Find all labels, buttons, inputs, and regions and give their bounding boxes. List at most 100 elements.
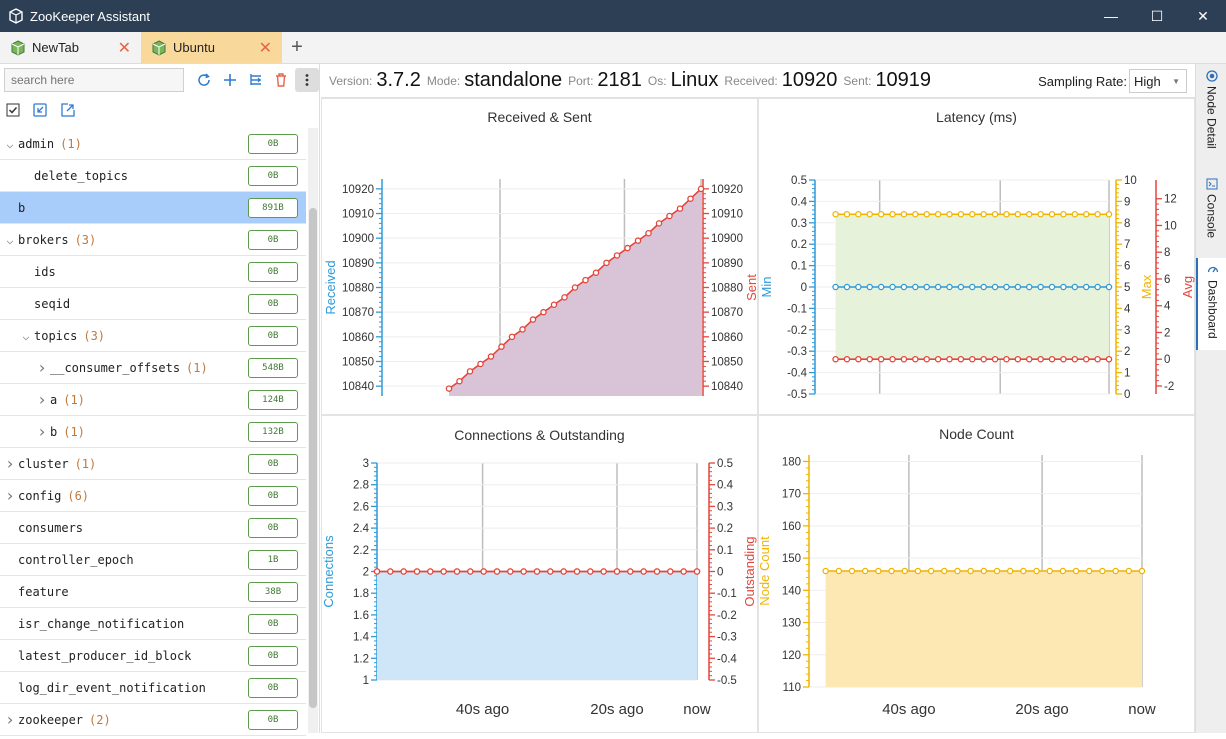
series-point xyxy=(843,210,851,218)
tree-row[interactable]: feature 38B xyxy=(0,576,306,608)
series-point xyxy=(877,355,885,363)
series-point xyxy=(645,229,652,237)
close-window-button[interactable]: ✕ xyxy=(1197,7,1209,24)
tree-row[interactable]: controller_epoch 1B xyxy=(0,544,306,576)
tree-row[interactable]: b 891B xyxy=(0,192,306,224)
tree-scrollbar[interactable] xyxy=(308,128,318,733)
tree-row[interactable]: › __consumer_offsets (1) 548B xyxy=(0,352,306,384)
tab-dashboard[interactable]: Dashboard xyxy=(1196,258,1226,350)
axis-tick-label: 10840 xyxy=(342,381,374,393)
series-point xyxy=(1060,210,1067,218)
series-point xyxy=(1094,283,1101,291)
chevron-right-icon[interactable]: › xyxy=(5,710,15,729)
select-all-checkbox-icon[interactable] xyxy=(6,103,20,122)
series-point xyxy=(667,568,674,575)
chevron-down-icon[interactable]: ⌵ xyxy=(22,328,30,343)
axis-tick-label: 10880 xyxy=(711,283,743,295)
tree-row[interactable]: ⌵ brokers (3) 0B xyxy=(0,224,306,256)
axis-tick-label: 0 xyxy=(801,282,807,294)
received-value: 10920 xyxy=(781,69,838,91)
app-title: ZooKeeper Assistant xyxy=(30,8,150,24)
port-value: 2181 xyxy=(597,69,642,91)
tree-structure-icon[interactable] xyxy=(244,68,268,92)
axis-title: Sent xyxy=(744,274,759,301)
tab-newtab[interactable]: NewTab ✕ xyxy=(0,32,141,63)
tree-row[interactable]: › zookeeper (2) 0B xyxy=(0,704,306,736)
tree-node-size-badge: 891B xyxy=(248,197,298,218)
series-point xyxy=(1048,210,1056,218)
tree-row[interactable]: › a (1) 124B xyxy=(0,384,306,416)
series-point xyxy=(866,283,874,291)
tree-node-child-count: (6) xyxy=(67,488,90,503)
series-point xyxy=(912,210,919,218)
minimize-button[interactable]: — xyxy=(1104,8,1118,24)
add-node-icon[interactable] xyxy=(218,68,242,92)
series-point xyxy=(480,568,487,575)
axis-tick-label: 10870 xyxy=(711,307,743,319)
import-icon[interactable] xyxy=(32,102,48,123)
axis-tick-label: 1 xyxy=(363,675,369,687)
series-point xyxy=(453,568,461,575)
series-point xyxy=(832,355,839,363)
tree-row[interactable]: › b (1) 132B xyxy=(0,416,306,448)
more-options-icon[interactable] xyxy=(295,68,319,92)
maximize-button[interactable]: ☐ xyxy=(1150,7,1164,24)
tab-ubuntu[interactable]: Ubuntu ✕ xyxy=(141,32,282,63)
tree-row[interactable]: seqid 0B xyxy=(0,288,306,320)
tree-row[interactable]: consumers 0B xyxy=(0,512,306,544)
chevron-right-icon[interactable]: › xyxy=(37,358,47,377)
tab-node-detail[interactable]: Node Detail xyxy=(1196,70,1226,174)
axis-tick-label: 120 xyxy=(782,650,801,662)
series-point xyxy=(861,567,869,575)
tree-row[interactable]: delete_topics 0B xyxy=(0,160,306,192)
refresh-icon[interactable] xyxy=(192,68,216,92)
close-tab-icon[interactable]: ✕ xyxy=(258,39,272,57)
scrollbar-thumb[interactable] xyxy=(309,208,317,708)
chevron-right-icon[interactable]: › xyxy=(5,454,15,473)
series-point xyxy=(832,210,839,218)
axis-tick-label: 10 xyxy=(1164,220,1177,232)
tree-row[interactable]: ⌵ admin (1) 0B xyxy=(0,128,306,160)
tree-node-name: admin xyxy=(18,136,55,151)
sampling-rate-select[interactable]: High ▼ xyxy=(1129,69,1187,93)
axis-tick-label: 0.5 xyxy=(717,458,733,470)
tree-row[interactable]: ⌵ topics (3) 0B xyxy=(0,320,306,352)
axis-tick-label: 10860 xyxy=(711,332,743,344)
delete-icon[interactable] xyxy=(270,68,294,92)
tree-row[interactable]: isr_change_notification 0B xyxy=(0,608,306,640)
axis-tick-label: 10890 xyxy=(711,258,743,270)
tree-row[interactable]: › cluster (1) 0B xyxy=(0,448,306,480)
tab-console[interactable]: Console xyxy=(1196,178,1226,252)
axis-tick-label: 0.1 xyxy=(791,261,807,273)
add-tab-button[interactable]: + xyxy=(291,36,303,58)
chevron-down-icon[interactable]: ⌵ xyxy=(6,136,14,151)
tree-node-name: topics xyxy=(34,328,78,343)
right-sidebar: Node Detail Console Dashboard xyxy=(1195,64,1226,733)
chevron-right-icon[interactable]: › xyxy=(37,422,47,441)
tree-row[interactable]: log_dir_event_notification 0B xyxy=(0,672,306,704)
mode-value: standalone xyxy=(464,69,563,91)
axis-tick-label: 8 xyxy=(1124,218,1130,230)
tree-node-name: feature xyxy=(18,584,69,599)
series-point xyxy=(540,308,547,316)
chevron-down-icon[interactable]: ⌵ xyxy=(6,232,14,247)
series-point xyxy=(655,220,663,227)
series-point xyxy=(980,355,987,363)
tree-row[interactable]: › config (6) 0B xyxy=(0,480,306,512)
chevron-right-icon[interactable]: › xyxy=(5,486,15,505)
close-tab-icon[interactable]: ✕ xyxy=(117,39,131,57)
series-point xyxy=(582,276,589,284)
chevron-right-icon[interactable]: › xyxy=(37,390,47,409)
tree-row[interactable]: latest_producer_id_block 0B xyxy=(0,640,306,672)
axis-tick-label: 0.4 xyxy=(791,196,808,208)
tab-label: Dashboard xyxy=(1205,280,1220,339)
series-point xyxy=(1094,210,1101,218)
axis-tick-label: 6 xyxy=(1164,274,1170,286)
tree-row[interactable]: ids 0B xyxy=(0,256,306,288)
series-point xyxy=(980,567,988,575)
series-point xyxy=(855,355,862,363)
series-point xyxy=(456,377,463,385)
search-input[interactable] xyxy=(4,68,185,92)
series-point xyxy=(498,343,505,350)
export-icon[interactable] xyxy=(60,102,76,123)
